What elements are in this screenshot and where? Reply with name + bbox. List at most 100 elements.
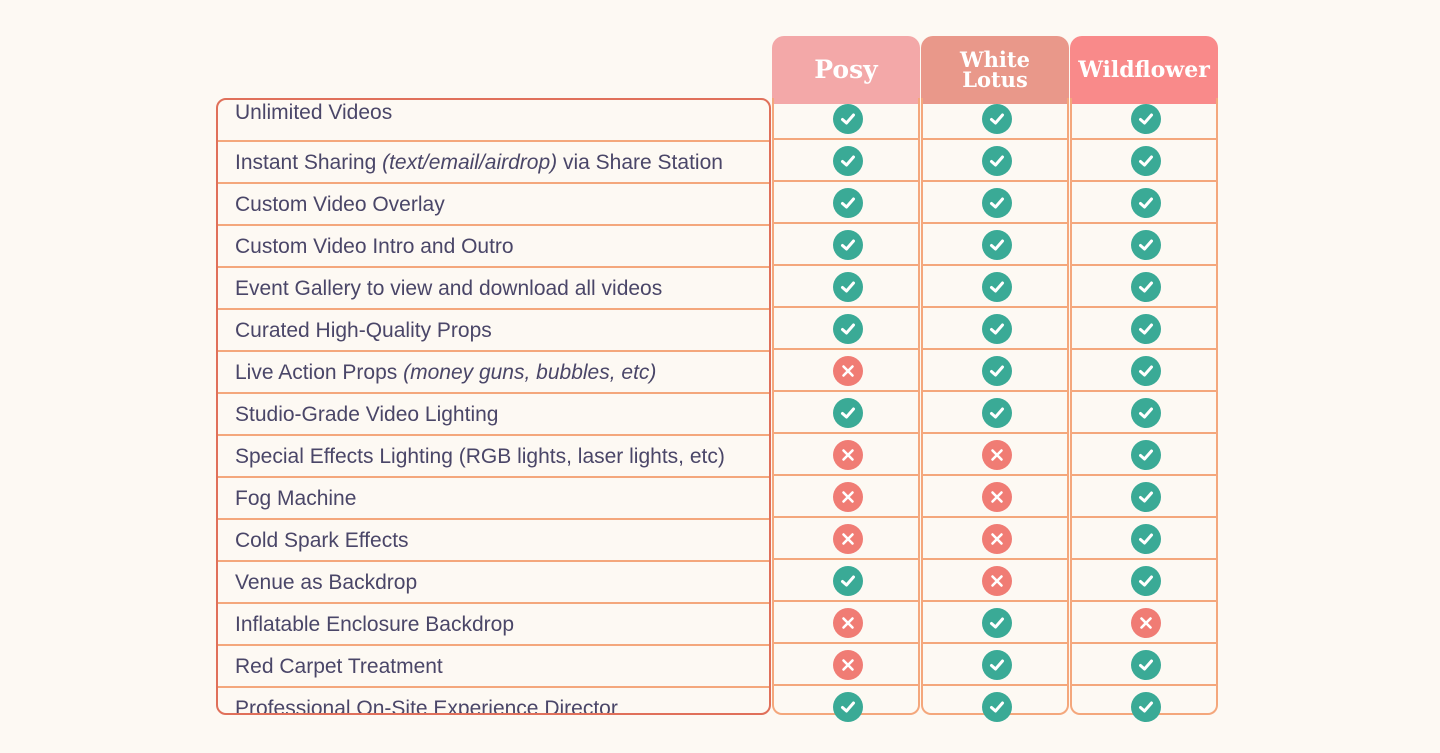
feature-row: Cold Spark Effects — [218, 520, 769, 562]
feature-row: Red Carpet Treatment — [218, 646, 769, 688]
package-cell — [923, 392, 1071, 434]
package-cell — [774, 686, 922, 728]
package-cell — [1072, 560, 1220, 602]
package-name: White — [960, 47, 1030, 72]
package-cell — [923, 98, 1071, 140]
feature-row: Inflatable Enclosure Backdrop — [218, 604, 769, 646]
feature-row: Studio-Grade Video Lighting — [218, 394, 769, 436]
row-divider — [218, 476, 769, 478]
feature-row: Curated High-Quality Props — [218, 310, 769, 352]
package-cell — [923, 350, 1071, 392]
feature-row: Live Action Props (money guns, bubbles, … — [218, 352, 769, 394]
cross-icon — [982, 566, 1012, 596]
row-divider — [1072, 558, 1216, 560]
package-name: Posy — [814, 55, 878, 84]
row-divider — [774, 264, 918, 266]
package-cell — [774, 392, 922, 434]
feature-row: Instant Sharing (text/email/airdrop) via… — [218, 142, 769, 184]
package-cell — [923, 560, 1071, 602]
feature-label: Venue as Backdrop — [235, 571, 418, 594]
check-icon — [1131, 566, 1161, 596]
package-cell — [774, 182, 922, 224]
cross-icon — [833, 650, 863, 680]
cross-icon — [982, 440, 1012, 470]
row-divider — [1072, 306, 1216, 308]
check-icon — [833, 566, 863, 596]
feature-label: Instant Sharing — [235, 151, 383, 174]
check-icon — [982, 356, 1012, 386]
cross-icon — [833, 608, 863, 638]
package-cell — [1072, 308, 1220, 350]
row-divider — [774, 390, 918, 392]
feature-label: Red Carpet Treatment — [235, 655, 443, 678]
package-cell — [774, 434, 922, 476]
row-divider — [218, 350, 769, 352]
row-divider — [923, 138, 1067, 140]
row-divider — [923, 348, 1067, 350]
package-cell — [923, 602, 1071, 644]
row-divider — [923, 180, 1067, 182]
cross-icon — [833, 482, 863, 512]
row-divider — [923, 432, 1067, 434]
package-cell — [1072, 140, 1220, 182]
row-divider — [218, 602, 769, 604]
package-cell — [1072, 686, 1220, 728]
feature-note: (money guns, bubbles, etc) — [403, 361, 657, 384]
feature-row: Custom Video Overlay — [218, 184, 769, 226]
row-divider — [1072, 138, 1216, 140]
check-icon — [982, 104, 1012, 134]
cross-icon — [833, 524, 863, 554]
check-icon — [833, 146, 863, 176]
package-body-wildflower — [1070, 98, 1220, 722]
row-divider — [1072, 390, 1216, 392]
feature-row: Fog Machine — [218, 478, 769, 520]
cross-icon — [982, 524, 1012, 554]
row-divider — [1072, 642, 1216, 644]
package-cell — [1072, 224, 1220, 266]
package-cell — [923, 308, 1071, 350]
row-divider — [1072, 684, 1216, 686]
row-divider — [774, 222, 918, 224]
package-cell — [923, 224, 1071, 266]
package-cell — [774, 644, 922, 686]
package-cell — [923, 476, 1071, 518]
row-divider — [218, 560, 769, 562]
check-icon — [982, 608, 1012, 638]
check-icon — [982, 398, 1012, 428]
check-icon — [1131, 104, 1161, 134]
check-icon — [982, 272, 1012, 302]
row-divider — [923, 474, 1067, 476]
package-cell — [1072, 476, 1220, 518]
package-cell — [1072, 98, 1220, 140]
check-icon — [1131, 230, 1161, 260]
check-icon — [1131, 314, 1161, 344]
check-icon — [982, 146, 1012, 176]
row-divider — [218, 308, 769, 310]
feature-label: Custom Video Overlay — [235, 193, 445, 216]
package-header-white-lotus: White Lotus — [921, 36, 1069, 104]
feature-label-suffix: via Share Station — [557, 151, 723, 174]
cross-icon — [1131, 608, 1161, 638]
row-divider — [923, 264, 1067, 266]
package-cell — [774, 476, 922, 518]
feature-label: Unlimited Videos — [235, 101, 393, 124]
check-icon — [1131, 188, 1161, 218]
row-divider — [218, 266, 769, 268]
check-icon — [833, 314, 863, 344]
row-divider — [923, 390, 1067, 392]
feature-label: Inflatable Enclosure Backdrop — [235, 613, 514, 636]
package-cell — [923, 644, 1071, 686]
feature-label: Professional On-Site Experience Director — [235, 697, 618, 715]
feature-label: Cold Spark Effects — [235, 529, 409, 552]
row-divider — [1072, 600, 1216, 602]
package-cell — [1072, 602, 1220, 644]
row-divider — [218, 644, 769, 646]
feature-label: Curated High-Quality Props — [235, 319, 492, 342]
row-divider — [774, 558, 918, 560]
package-name: Wildflower — [1078, 57, 1210, 83]
package-cell — [774, 308, 922, 350]
feature-row: Venue as Backdrop — [218, 562, 769, 604]
package-cell — [1072, 266, 1220, 308]
package-header-posy: Posy — [772, 36, 920, 104]
